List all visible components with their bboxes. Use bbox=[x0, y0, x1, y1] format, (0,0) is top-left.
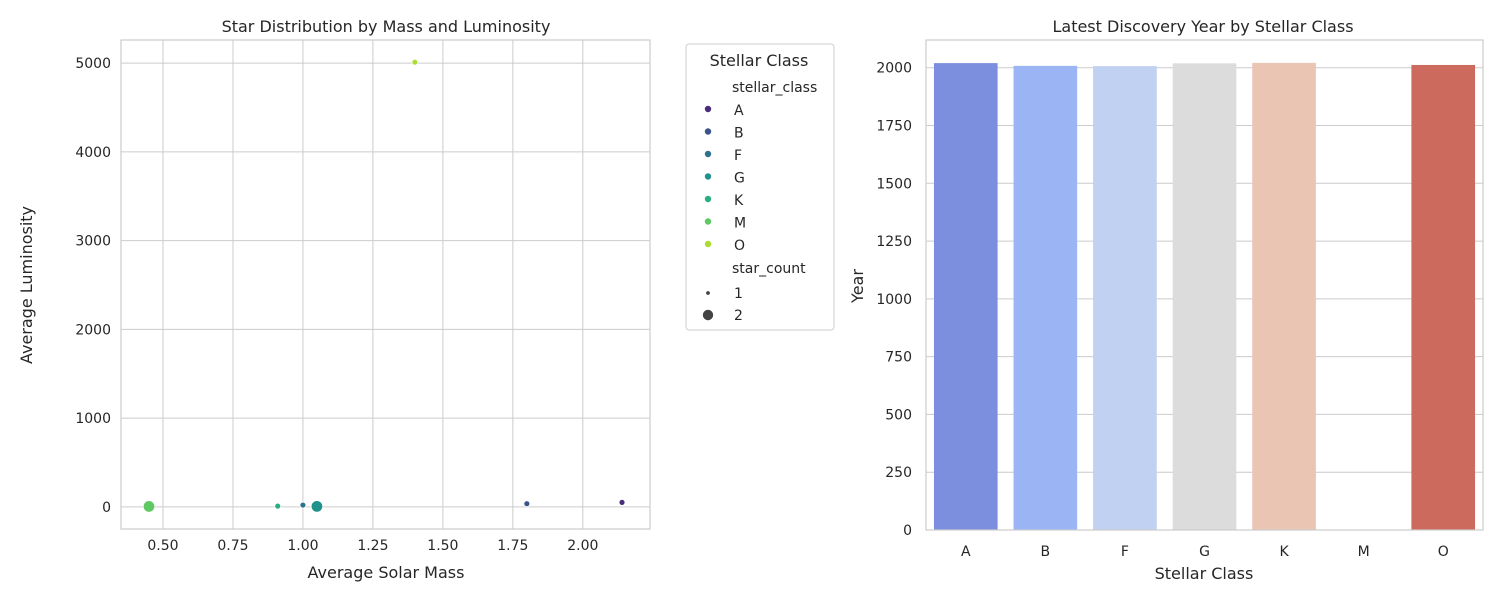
legend-size-marker-1 bbox=[706, 291, 710, 295]
bar-G bbox=[1172, 63, 1237, 531]
scatter-point-G bbox=[310, 500, 324, 513]
legend-box bbox=[685, 43, 835, 331]
bar-x-tick-label: M bbox=[1358, 544, 1370, 560]
bar-x-tick-label: B bbox=[1041, 544, 1051, 560]
scatter-y-tick-label: 4000 bbox=[75, 145, 111, 161]
bar-x-tick-label: A bbox=[961, 544, 971, 560]
bar-O bbox=[1411, 64, 1476, 530]
scatter-y-label: Average Luminosity bbox=[17, 206, 36, 364]
bar-y-tick-label: 1750 bbox=[876, 119, 912, 135]
legend-label-G: G bbox=[734, 171, 745, 187]
bar-y-tick-label: 2000 bbox=[876, 61, 912, 77]
scatter-point-O bbox=[411, 58, 419, 66]
bar-y-tick-label: 250 bbox=[885, 465, 912, 481]
scatter-chart: Star Distribution by Mass and Luminosity… bbox=[17, 17, 651, 582]
bar-x-tick-label: K bbox=[1279, 544, 1289, 560]
scatter-y-tick-label: 3000 bbox=[75, 234, 111, 250]
bar-y-ticks: 0 250 500 750 1000 1250 1500 1750 2000 bbox=[876, 61, 912, 539]
scatter-point-K bbox=[274, 502, 282, 510]
scatter-x-tick-label: 0.75 bbox=[217, 538, 248, 554]
scatter-x-label: Average Solar Mass bbox=[308, 563, 465, 582]
legend-hue-title: stellar_class bbox=[732, 80, 817, 96]
scatter-legend: Stellar Class stellar_class ABFGKMOstar_… bbox=[685, 43, 835, 331]
bar-x-tick-label: F bbox=[1121, 544, 1129, 560]
legend-label-F: F bbox=[734, 148, 742, 164]
legend-marker-O bbox=[704, 240, 712, 248]
legend-marker-K bbox=[704, 195, 712, 203]
bar-title: Latest Discovery Year by Stellar Class bbox=[1052, 17, 1353, 36]
scatter-point-M bbox=[142, 500, 156, 513]
bar-F bbox=[1093, 66, 1157, 531]
bar-chart: Latest Discovery Year by Stellar Class A… bbox=[848, 17, 1484, 583]
scatter-y-tick-label: 5000 bbox=[75, 56, 111, 72]
scatter-x-tick-label: 0.50 bbox=[147, 538, 178, 554]
scatter-x-tick-label: 1.25 bbox=[357, 538, 388, 554]
scatter-y-tick-label: 2000 bbox=[75, 322, 111, 338]
legend-marker-M bbox=[704, 218, 712, 225]
bar-x-tick-label: G bbox=[1199, 544, 1210, 560]
scatter-grid bbox=[121, 40, 650, 529]
legend-size-title: star_count bbox=[732, 261, 806, 277]
bar-y-tick-label: 1250 bbox=[876, 234, 912, 250]
legend-label-A: A bbox=[734, 103, 744, 119]
bar-y-tick-label: 0 bbox=[903, 523, 912, 539]
scatter-x-tick-label: 1.00 bbox=[287, 538, 318, 554]
bar-x-label: Stellar Class bbox=[1155, 564, 1254, 583]
scatter-frame bbox=[120, 39, 651, 530]
legend-label-O: O bbox=[734, 238, 745, 254]
scatter-y-tick-label: 1000 bbox=[75, 411, 111, 427]
bar-x-tick-label: O bbox=[1438, 544, 1449, 560]
scatter-y-tick-label: 0 bbox=[102, 500, 111, 516]
legend-size-label-2: 2 bbox=[734, 308, 743, 324]
legend-label-B: B bbox=[734, 126, 744, 142]
bar-y-tick-label: 1500 bbox=[876, 176, 912, 192]
legend-size-label-1: 1 bbox=[734, 286, 743, 302]
scatter-title: Star Distribution by Mass and Luminosity bbox=[222, 17, 551, 36]
legend-marker-G bbox=[704, 173, 712, 180]
bar-frame bbox=[925, 39, 1484, 531]
legend-size-marker-2 bbox=[702, 309, 714, 321]
legend-label-K: K bbox=[734, 193, 744, 209]
legend-marker-F bbox=[704, 150, 712, 158]
scatter-x-tick-label: 2.00 bbox=[567, 538, 598, 554]
scatter-points bbox=[142, 58, 626, 513]
legend-label-M: M bbox=[734, 216, 746, 232]
bar-K bbox=[1252, 62, 1316, 530]
scatter-point-A bbox=[618, 498, 626, 506]
scatter-y-ticks: 0 1000 2000 3000 4000 5000 bbox=[75, 56, 111, 516]
scatter-x-tick-label: 1.50 bbox=[427, 538, 458, 554]
scatter-x-ticks: 0.50 0.75 1.00 1.25 1.50 1.75 2.00 bbox=[147, 538, 598, 554]
legend-marker-B bbox=[704, 128, 712, 135]
scatter-x-tick-label: 1.75 bbox=[497, 538, 528, 554]
legend-title: Stellar Class bbox=[710, 51, 809, 70]
bar-y-tick-label: 750 bbox=[885, 350, 912, 366]
bar-B bbox=[1013, 65, 1078, 531]
scatter-point-F bbox=[299, 501, 307, 509]
bar-A bbox=[933, 63, 998, 530]
bar-y-tick-label: 1000 bbox=[876, 292, 912, 308]
legend-marker-A bbox=[704, 105, 712, 113]
bar-y-label: Year bbox=[848, 269, 867, 304]
bar-bars bbox=[933, 62, 1476, 531]
bar-y-tick-label: 500 bbox=[885, 407, 912, 423]
scatter-point-B bbox=[523, 500, 531, 508]
